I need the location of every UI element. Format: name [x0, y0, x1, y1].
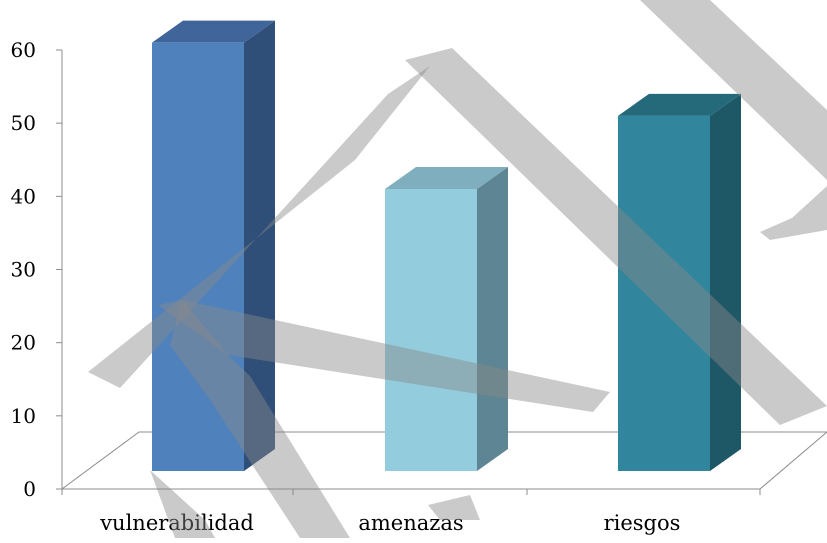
watermark-stroke	[760, 186, 827, 240]
watermark-stroke	[150, 470, 215, 538]
bar-vulnerabilidad	[152, 20, 275, 472]
bar-front	[152, 42, 244, 471]
bar-side	[710, 93, 741, 471]
y-tick-label: 60	[11, 38, 36, 62]
chart-axes	[56, 49, 827, 495]
watermark-stroke	[428, 495, 480, 520]
y-tick-label: 0	[23, 477, 36, 501]
y-tick-label: 40	[11, 184, 36, 208]
bar-side	[244, 20, 275, 472]
watermark-stroke	[640, 0, 827, 180]
y-tick-label: 10	[11, 404, 36, 428]
y-tick-label: 30	[11, 258, 36, 282]
chart-bars	[152, 20, 741, 472]
bar-top	[618, 93, 741, 116]
bar-front	[618, 115, 710, 471]
bar-top	[152, 20, 275, 43]
watermark	[88, 0, 827, 538]
bar-amenazas	[385, 167, 508, 471]
watermark-stroke	[88, 66, 430, 388]
x-category-label: amenazas	[358, 511, 463, 535]
y-tick-labels: 0 10 20 30 40 50 60	[11, 38, 36, 501]
bar-front	[385, 189, 477, 471]
watermark-stroke	[405, 48, 827, 425]
watermark-stroke	[158, 300, 610, 412]
bar-riesgos	[618, 93, 741, 471]
bar-side	[477, 167, 508, 471]
watermark-stroke	[170, 300, 350, 538]
y-tick-label: 50	[11, 111, 36, 135]
x-category-label: riesgos	[604, 511, 681, 535]
x-category-label: vulnerabilidad	[99, 511, 254, 535]
bar-top	[385, 167, 508, 190]
y-tick-label: 20	[11, 331, 36, 355]
x-category-labels: vulnerabilidad amenazas riesgos	[99, 511, 680, 535]
